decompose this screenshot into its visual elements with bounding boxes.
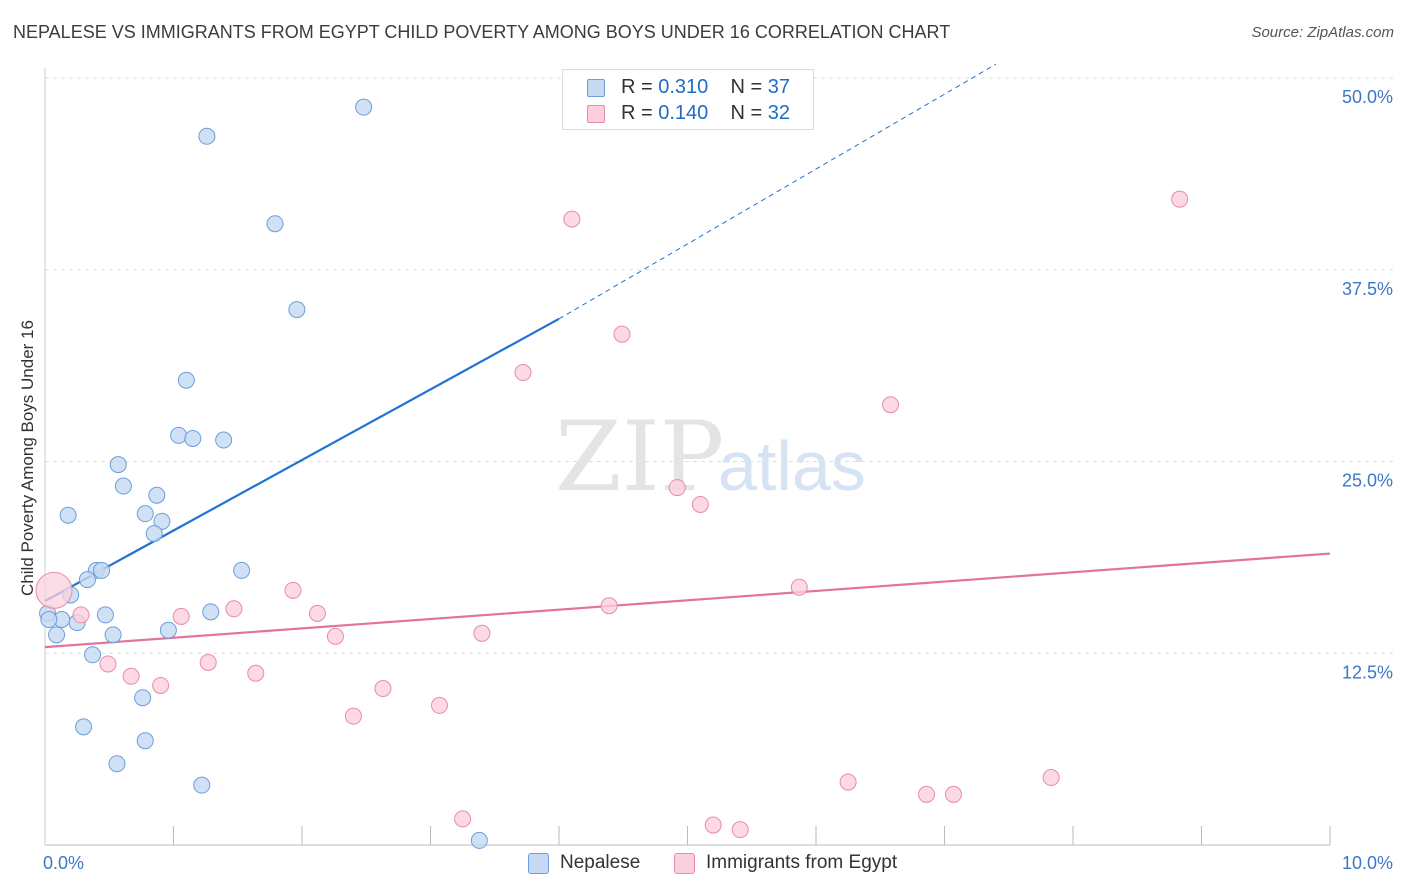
data-points [35,98,1189,849]
nepalese-point [470,831,488,849]
egypt-point [247,664,265,682]
egypt-swatch [587,105,605,123]
egypt-point [613,325,631,343]
nepalese-point [78,571,96,589]
egypt-point [563,210,581,228]
nepalese-point [40,611,58,629]
y-tick-label: 12.5% [1342,662,1393,682]
nepalese-point [159,621,177,639]
nepalese-point [96,606,114,624]
nepalese-point [170,426,188,444]
y-tick-label: 25.0% [1342,471,1393,491]
egypt-point [473,624,491,642]
nepalese-point [202,603,220,621]
legend-label-nepalese: Nepalese [560,852,641,873]
nepalese-point [93,561,111,579]
egypt-point [668,479,686,497]
trend-lines [44,63,1331,649]
egypt-point [374,680,392,698]
egypt-point [704,816,722,834]
egypt-point [35,571,73,609]
x-tick-label-max: 10.0% [1342,853,1393,873]
r-value: 0.140 [658,102,709,124]
egypt-point [918,785,936,803]
egypt-point [944,785,962,803]
egypt-point [691,495,709,513]
egypt-point [454,810,472,828]
egypt-point [344,707,362,725]
n-label: N = [730,76,763,98]
nepalese-point [193,776,211,794]
egypt-point [284,581,302,599]
nepalese-point [75,718,93,736]
egypt-point [600,597,618,615]
r-value: 0.310 [658,76,709,98]
nepalese-point [145,525,163,543]
egypt-trend-line [44,552,1331,649]
watermark-atlas: atlas [718,427,866,505]
nepalese-point [104,626,122,644]
egypt-point [790,578,808,596]
x-tick-label-min: 0.0% [43,853,84,873]
nepalese-trend-extension [558,63,997,320]
nepalese-point [198,127,216,145]
egypt-point [882,396,900,414]
correlation-legend: R = 0.310 N = 37 R = 0.140 N = 32 [562,69,814,130]
nepalese-point [233,561,251,579]
watermark: ZIP atlas [555,401,866,513]
nepalese-point [59,506,77,524]
nepalese-point [355,98,373,116]
egypt-point [99,655,117,673]
axes [44,68,1331,846]
source-label: Source: ZipAtlas.com [1251,24,1394,41]
egypt-point [225,600,243,618]
egypt-legend-swatch [674,853,695,874]
nepalese-point [153,512,171,530]
nepalese-legend-swatch [528,853,549,874]
x-tick-labels: 0.0% 10.0% [43,853,1393,873]
nepalese-point [177,371,195,389]
chart-title: NEPALESE VS IMMIGRANTS FROM EGYPT CHILD … [13,22,951,42]
nepalese-point [48,626,66,644]
y-tick-label: 37.5% [1342,279,1393,299]
egypt-point [839,773,857,791]
n-value: 37 [767,76,791,98]
nepalese-point [84,646,102,664]
nepalese-point [136,732,154,750]
nepalese-point [114,477,132,495]
egypt-point [308,604,326,622]
egypt-point [172,607,190,625]
egypt-point [199,653,217,671]
egypt-point [326,627,344,645]
nepalese-point [288,301,306,319]
y-tick-labels: 12.5% 25.0% 37.5% 50.0% [1342,87,1393,682]
r-label: R = [621,102,653,124]
nepalese-point [134,689,152,707]
egypt-point [152,676,170,694]
nepalese-point [108,755,126,773]
y-tick-label: 50.0% [1342,87,1393,107]
nepalese-point [148,486,166,504]
watermark-zip: ZIP [555,401,724,513]
nepalese-point [266,215,284,233]
egypt-point [122,667,140,685]
legend-label-egypt: Immigrants from Egypt [706,852,898,873]
egypt-point [731,821,749,839]
egypt-point [1042,769,1060,787]
nepalese-swatch [587,79,605,97]
n-value: 32 [767,102,791,124]
egypt-point [430,696,448,714]
egypt-point [72,606,90,624]
nepalese-point [215,431,233,449]
egypt-point [514,364,532,382]
nepalese-trend-line [44,317,560,603]
nepalese-point [184,429,202,447]
n-label: N = [730,102,763,124]
r-label: R = [621,76,653,98]
nepalese-point [109,456,127,474]
egypt-point [1171,190,1189,208]
nepalese-point [136,505,154,523]
